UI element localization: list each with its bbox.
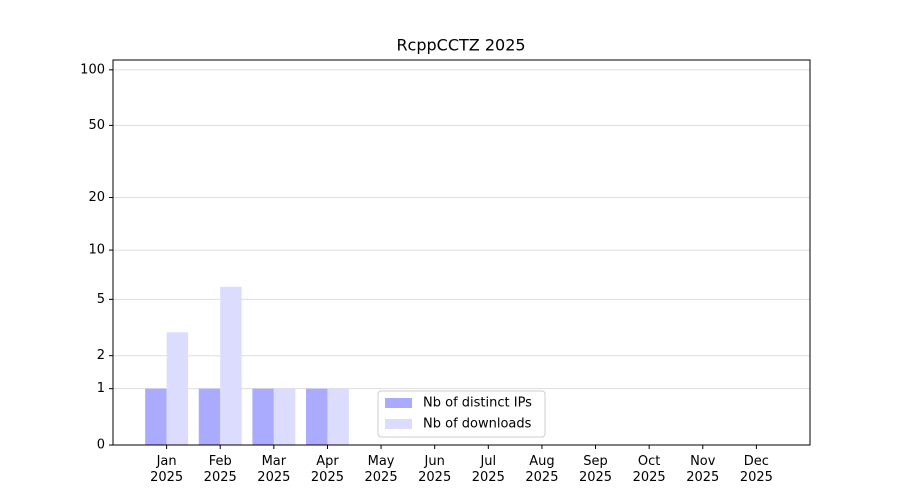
x-tick-label: May 2025 bbox=[365, 454, 398, 485]
y-tick-label: 50 bbox=[88, 118, 105, 133]
legend-label: Nb of distinct IPs bbox=[423, 396, 532, 411]
y-tick-label: 100 bbox=[80, 62, 105, 77]
bar bbox=[252, 388, 274, 445]
y-tick-label: 1 bbox=[97, 381, 105, 396]
legend-box bbox=[377, 390, 546, 438]
x-tick-label: Aug 2025 bbox=[525, 454, 558, 485]
bar bbox=[166, 332, 189, 445]
x-tick-label: Jul 2025 bbox=[472, 454, 505, 485]
bar bbox=[198, 388, 221, 445]
y-tick-label: 10 bbox=[88, 243, 105, 258]
x-tick-label: Sep 2025 bbox=[579, 454, 612, 485]
x-tick-label: Feb 2025 bbox=[204, 454, 237, 485]
y-tick-label: 5 bbox=[97, 292, 105, 307]
x-tick-label: Apr 2025 bbox=[311, 454, 344, 485]
y-tick-label: 0 bbox=[97, 438, 105, 453]
bar bbox=[273, 388, 296, 445]
x-tick-label: Mar 2025 bbox=[257, 454, 290, 485]
plot-frame bbox=[112, 59, 811, 446]
y-tick-label: 2 bbox=[97, 348, 105, 363]
legend-swatch bbox=[385, 398, 412, 408]
x-tick-label: Nov 2025 bbox=[686, 454, 719, 485]
y-tick-label: 20 bbox=[88, 190, 105, 205]
bar bbox=[327, 388, 349, 445]
bar bbox=[145, 388, 167, 445]
legend-label: Nb of downloads bbox=[423, 417, 532, 432]
chart-title: RcppCCTZ 2025 bbox=[396, 36, 525, 55]
bar bbox=[220, 286, 242, 445]
x-tick-label: Oct 2025 bbox=[633, 454, 666, 485]
legend-swatch bbox=[385, 419, 412, 429]
x-tick-label: Dec 2025 bbox=[740, 454, 773, 485]
x-tick-label: Jun 2025 bbox=[418, 454, 451, 485]
x-tick-label: Jan 2025 bbox=[150, 454, 183, 485]
bar bbox=[306, 388, 328, 445]
